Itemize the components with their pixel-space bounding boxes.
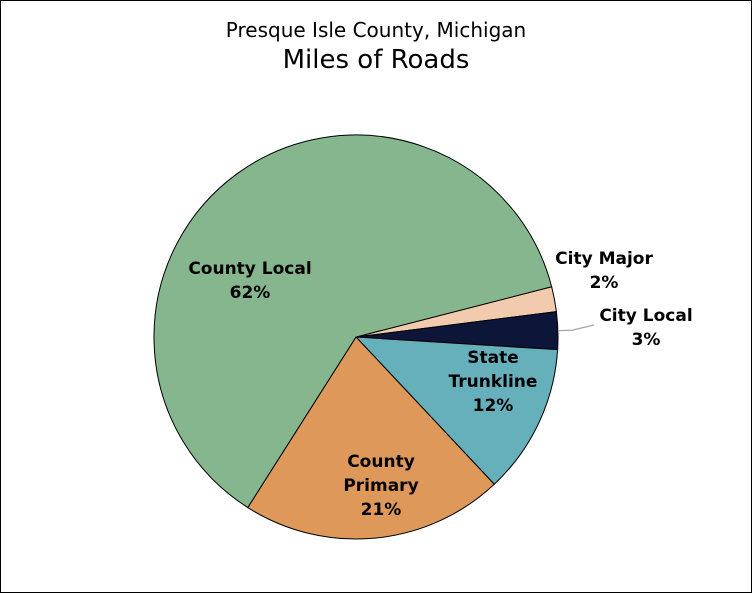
leader-line-city-local [557, 324, 595, 332]
data-label-county-local: County Local 62% [188, 259, 311, 303]
data-label-city-major: City Major 2% [555, 249, 653, 293]
chart-title: Presque Isle County, Michigan [225, 18, 527, 42]
chart-subtitle: Miles of Roads [282, 45, 470, 75]
data-label-county-primary: County Primary 21% [343, 452, 418, 520]
data-label-city-local: City Local 3% [599, 306, 692, 350]
pie-slice-county-primary [247, 336, 495, 540]
data-label-state-trunkline: State Trunkline 12% [449, 348, 538, 416]
pie-slice-state-trunkline [354, 336, 559, 485]
pie-slice-county-local [153, 134, 553, 509]
